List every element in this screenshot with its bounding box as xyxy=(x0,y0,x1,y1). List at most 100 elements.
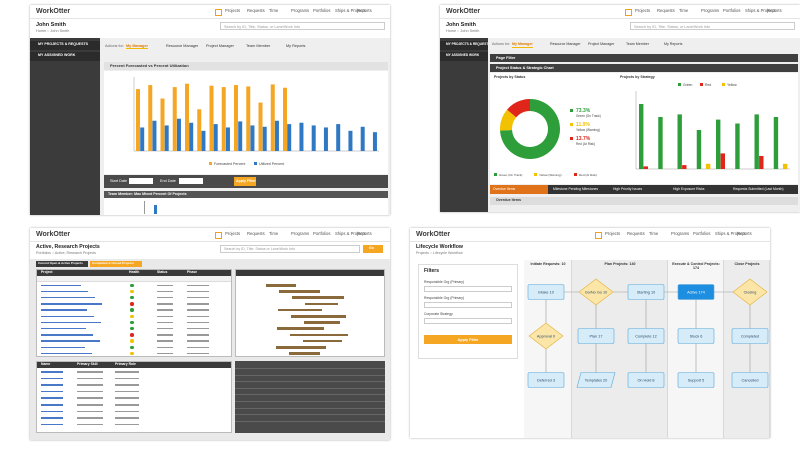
dashboard-status: WorkOtter Projects Requests Time Programs Por… xyxy=(440,5,800,212)
sidebar-item[interactable]: MY ASSIGNED WORK xyxy=(30,52,100,61)
sidebar xyxy=(30,38,100,215)
filter-select[interactable] xyxy=(424,286,512,292)
go-button[interactable]: Go xyxy=(363,245,383,253)
nav-item[interactable]: Projects xyxy=(225,231,241,236)
step-node xyxy=(677,328,715,344)
phase-text xyxy=(187,296,209,299)
apply-button[interactable]: Apply Filter xyxy=(424,335,512,344)
skill-text xyxy=(77,423,103,426)
bar xyxy=(213,124,218,151)
decision-node xyxy=(528,322,564,350)
nav-item[interactable]: Ships & Projects xyxy=(715,231,746,236)
bottom-tab[interactable]: High Priority Issues xyxy=(613,186,643,191)
sidebar-item[interactable]: MY PROJECTS & REQUESTS xyxy=(440,41,488,50)
filter-select[interactable] xyxy=(424,302,512,308)
nav-item[interactable]: Time xyxy=(679,8,689,13)
sidebar-item[interactable]: MY ASSIGNED WORK xyxy=(440,52,488,61)
nav-item[interactable]: Projects xyxy=(225,8,241,13)
nav-item[interactable]: Programs xyxy=(291,8,310,13)
project-link xyxy=(41,309,87,311)
legend-label: Utilized Percent xyxy=(259,162,284,166)
home-icon xyxy=(215,9,222,16)
role-text xyxy=(115,390,139,393)
nav-item[interactable]: Portfolios xyxy=(313,8,331,13)
status-text xyxy=(157,303,173,305)
nav-item[interactable]: Time xyxy=(649,231,659,236)
tab[interactable]: My Manager xyxy=(126,44,148,50)
nav-item[interactable]: Reports xyxy=(357,8,372,13)
bottom-tab[interactable]: Requests Submitted (Last Month) xyxy=(733,186,784,191)
apply-button[interactable]: Apply Filter xyxy=(234,177,256,186)
view-button[interactable]: Current Open & Active Projects xyxy=(36,261,88,267)
search-box[interactable]: Search by ID, Title, Status, or Lane/Wor… xyxy=(220,22,385,30)
nav-item[interactable]: Portfolios xyxy=(313,231,331,236)
search-box[interactable]: Search by ID, Title, Status or Lane/Work… xyxy=(220,245,360,253)
health-dot xyxy=(130,289,134,294)
tab[interactable]: My Manager xyxy=(512,42,533,48)
nav-item[interactable]: Reports xyxy=(767,8,782,13)
bar xyxy=(201,130,206,151)
value-label: 11.9% xyxy=(576,122,590,128)
nav-item[interactable]: Time xyxy=(269,8,279,13)
tab[interactable]: Project Manager xyxy=(588,42,615,46)
gantt-bar xyxy=(266,284,296,287)
tab[interactable]: Resource Manager xyxy=(550,42,581,46)
nav-item[interactable]: Requests xyxy=(247,231,265,236)
nav-item[interactable]: Requests xyxy=(657,8,675,13)
view-button[interactable]: Completed & Closed Projects xyxy=(90,261,142,267)
nav-item[interactable]: Requests xyxy=(247,8,265,13)
tab[interactable]: My Reports xyxy=(664,42,683,46)
tab[interactable]: Resource Manager xyxy=(166,44,199,48)
legend-swatch xyxy=(570,137,573,140)
section-bar[interactable]: Project Status & Strategic Chart xyxy=(490,64,798,72)
gantt-header xyxy=(236,270,384,276)
bottom-legend-swatch xyxy=(574,173,577,176)
nav-item[interactable]: Portfolios xyxy=(693,231,711,236)
tab[interactable]: Team Member xyxy=(246,44,271,48)
nav-item[interactable]: Reports xyxy=(357,231,372,236)
nav-item[interactable]: Ships & Projects xyxy=(335,8,366,13)
stage-header: Execute & Control Projects: 174 xyxy=(672,262,720,270)
grid-row xyxy=(235,374,385,376)
bottom-tab[interactable]: High Exposure Risks xyxy=(673,186,705,191)
filter-select[interactable] xyxy=(424,318,512,324)
nav-item[interactable]: Projects xyxy=(635,8,651,13)
nav-item[interactable]: Programs xyxy=(291,231,310,236)
gantt xyxy=(235,269,385,357)
donut-segment xyxy=(500,99,560,159)
date-input[interactable] xyxy=(129,178,153,184)
date-input[interactable] xyxy=(179,178,203,184)
search-box[interactable]: Search by ID, Title, Status, or Lane/Wor… xyxy=(630,22,795,30)
nav-item[interactable]: Programs xyxy=(701,8,720,13)
section-bar[interactable]: Page Filter xyxy=(490,54,798,62)
gantt-bar xyxy=(276,346,326,349)
tab[interactable]: My Reports xyxy=(286,44,306,48)
nav-item[interactable]: Requests xyxy=(627,231,645,236)
nav-item[interactable]: Time xyxy=(269,231,279,236)
bottom-tab[interactable]: Milestone Pending Milestones xyxy=(553,186,599,191)
bar xyxy=(705,163,711,169)
bar xyxy=(735,123,740,169)
phase-text xyxy=(187,303,209,305)
nav-item[interactable]: Projects xyxy=(605,231,621,236)
nav-item[interactable]: Portfolios xyxy=(723,8,741,13)
filter-bar: Start Date End Date Apply Filter xyxy=(104,175,388,188)
bottom-tab[interactable]: Overdue Items xyxy=(490,185,548,194)
project-link xyxy=(41,321,101,324)
bar xyxy=(172,87,177,151)
nav-item[interactable]: Ships & Projects xyxy=(335,231,366,236)
resource-link xyxy=(41,404,63,406)
sidebar-item[interactable]: MY PROJECTS & REQUESTS xyxy=(30,41,100,50)
nav-item[interactable]: Programs xyxy=(671,231,690,236)
stage-header: Plan Projects: 140 xyxy=(604,262,636,266)
overdue-bar[interactable]: Overdue Items xyxy=(490,197,798,205)
nav-item[interactable]: Reports xyxy=(737,231,752,236)
tab[interactable]: Project Manager xyxy=(206,44,234,48)
bar xyxy=(164,125,169,151)
tab[interactable]: Team Member xyxy=(626,42,649,46)
gantt-bar xyxy=(277,327,324,330)
nav-item[interactable]: Ships & Projects xyxy=(745,8,776,13)
gantt-bar xyxy=(278,308,322,312)
bar xyxy=(720,153,725,169)
donut-segment xyxy=(500,109,517,131)
